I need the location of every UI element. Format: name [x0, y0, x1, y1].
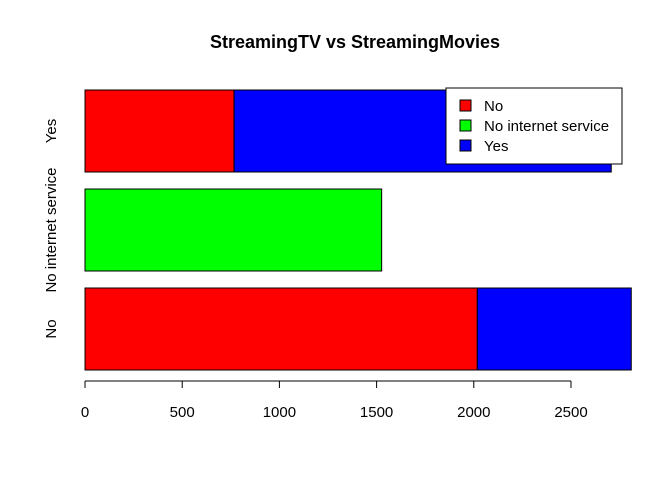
- legend-swatch: [459, 99, 472, 112]
- legend-label: Yes: [484, 138, 508, 155]
- x-tick-label: 1000: [263, 404, 296, 421]
- legend-box: [445, 87, 623, 165]
- x-tick-label: 1500: [360, 404, 393, 421]
- category-labels: No No internet service Yes: [43, 119, 60, 339]
- bar-segment-no-no: [84, 287, 478, 371]
- x-tick-label: 2000: [457, 404, 490, 421]
- bar-segment-no-internet-service-no-internet-service: [84, 188, 383, 272]
- x-axis: 0 500 1000 1500 2000 2500: [81, 380, 588, 421]
- legend-swatch: [459, 119, 472, 132]
- chart-title: StreamingTV vs StreamingMovies: [210, 32, 500, 52]
- x-tick-label: 0: [81, 404, 89, 421]
- category-label: Yes: [43, 119, 60, 143]
- legend-label: No: [484, 98, 503, 115]
- legend: No No internet service Yes: [445, 87, 623, 165]
- bar-segment-yes-no: [84, 89, 235, 173]
- x-tick-label: 2500: [554, 404, 587, 421]
- legend-swatch: [459, 139, 472, 152]
- category-label: No: [43, 319, 60, 338]
- x-tick-label: 500: [170, 404, 195, 421]
- category-label: No internet service: [43, 167, 60, 292]
- legend-label: No internet service: [484, 118, 609, 135]
- bar-segment-no-yes: [476, 287, 632, 371]
